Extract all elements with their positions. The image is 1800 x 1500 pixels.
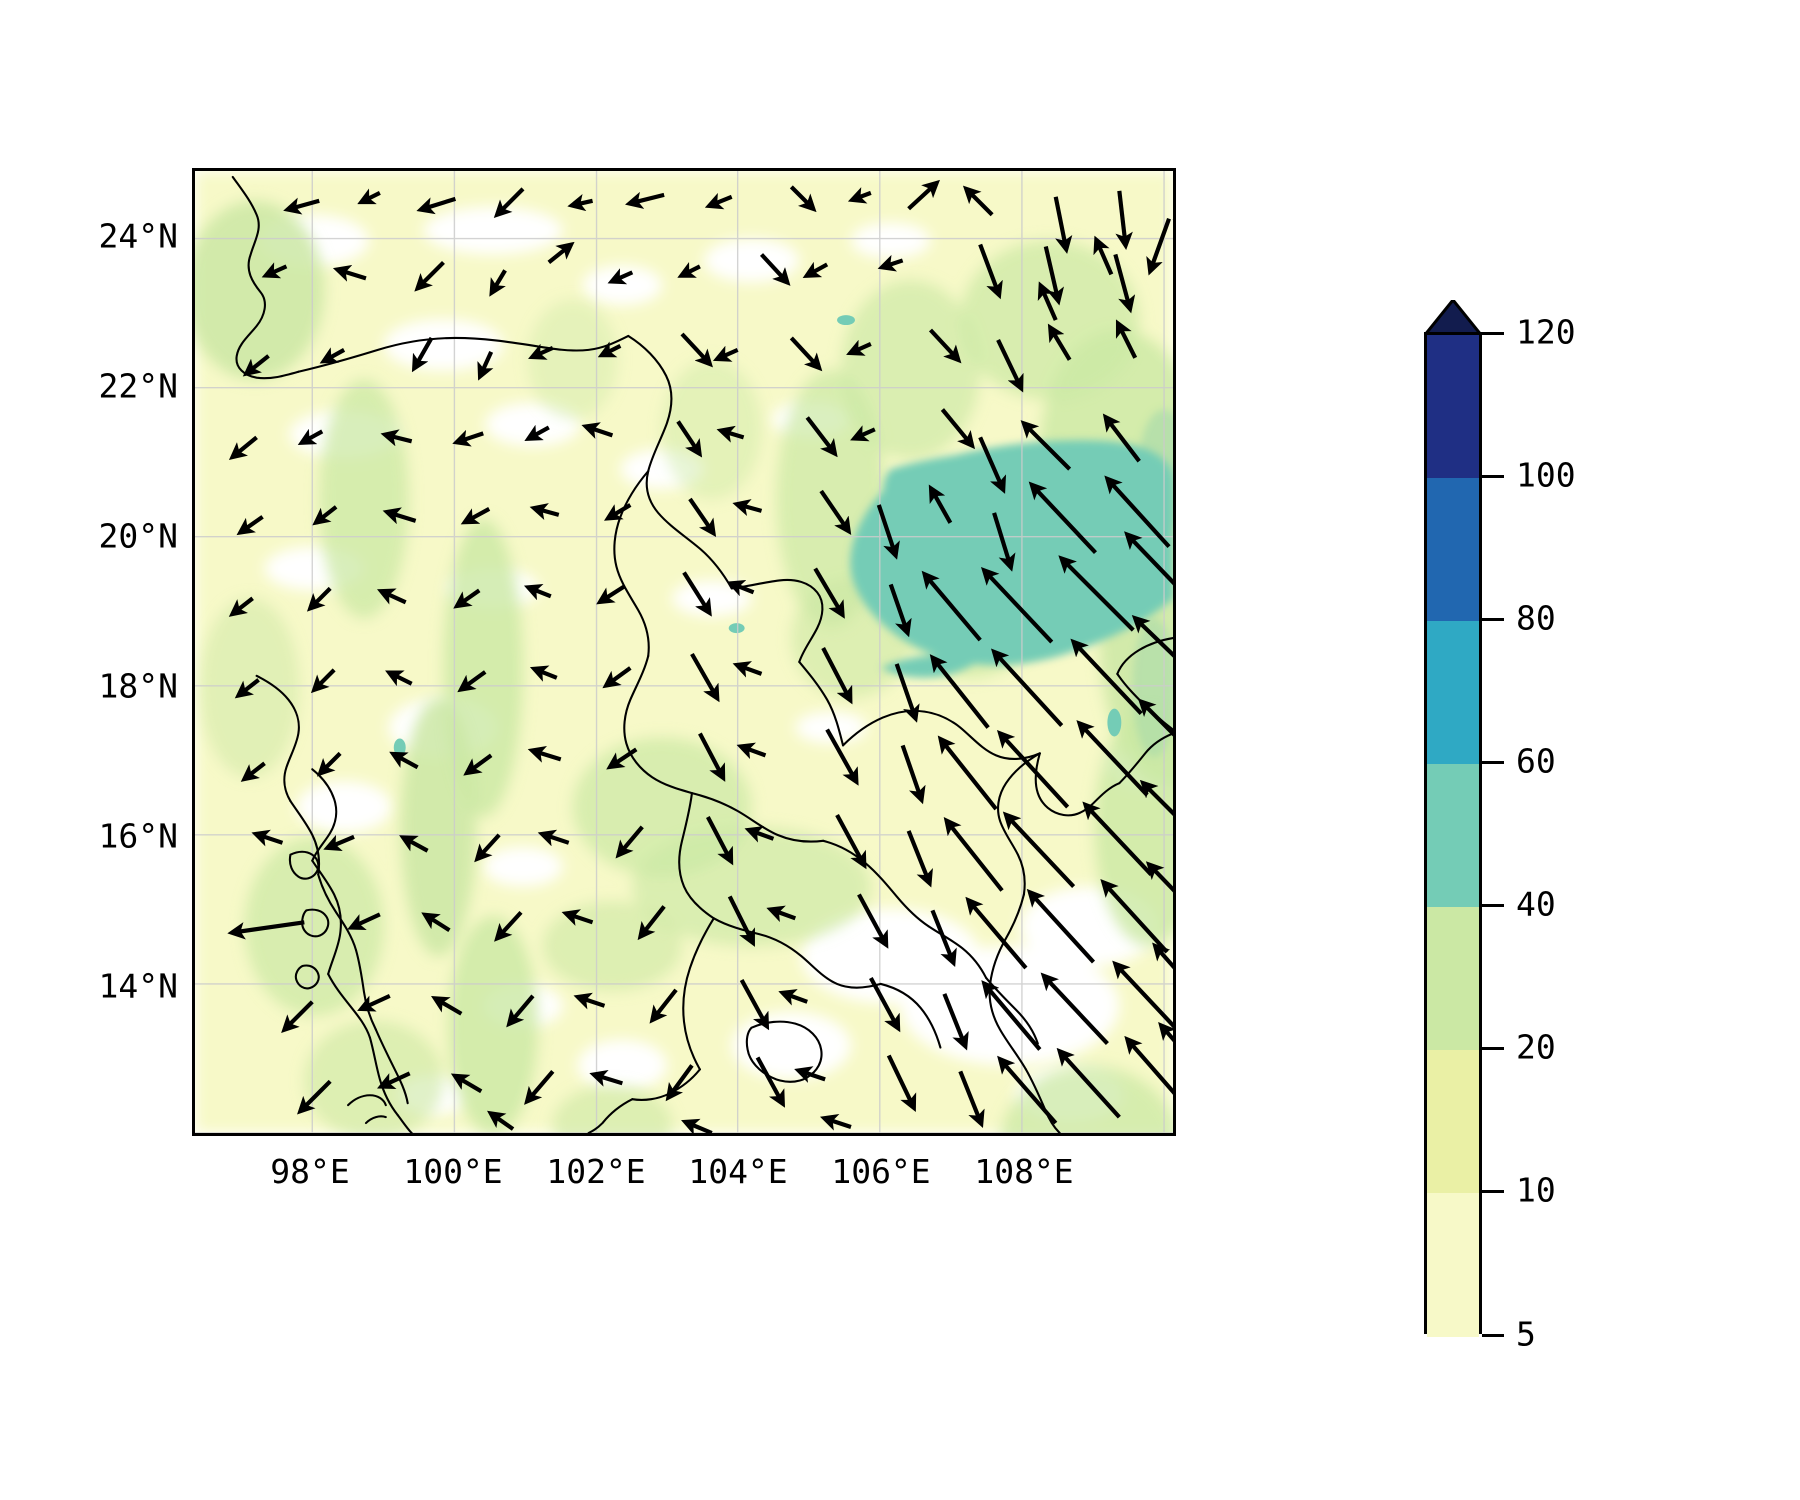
xtick-label: 98°E	[270, 1152, 350, 1191]
wind-speed-colorbar[interactable]: 120 100 80 60 40 20 10 5	[1424, 150, 1784, 1400]
wind-speed-contour-field	[195, 171, 1173, 1133]
colorbar-tick-label: 60	[1516, 741, 1556, 781]
ytick-label: 18°N	[98, 666, 178, 706]
colorbar-tick-label: 80	[1516, 598, 1556, 638]
ytick-label: 22°N	[98, 366, 178, 406]
colorbar-tickmark	[1482, 618, 1504, 621]
ytick-label: 24°N	[98, 216, 178, 256]
x-axis-tick-labels: 98°E 100°E 102°E 104°E 106°E 108°E	[192, 1152, 1176, 1232]
xtick-label: 108°E	[974, 1152, 1074, 1191]
colorbar-tickmark	[1482, 332, 1504, 335]
xtick-label: 102°E	[546, 1152, 646, 1191]
colorbar-segment-40-60	[1427, 764, 1479, 907]
colorbar-tick-label: 10	[1516, 1170, 1556, 1210]
colorbar-segment-20-40	[1427, 907, 1479, 1050]
colorbar-segment-60-80	[1427, 621, 1479, 764]
ytick-label: 16°N	[98, 816, 178, 856]
colorbar-tickmark	[1482, 475, 1504, 478]
colorbar-tick-label: 100	[1516, 455, 1576, 495]
map-plot-area	[192, 168, 1176, 1136]
xtick-label: 100°E	[403, 1152, 503, 1191]
colorbar-extend-arrow-max	[1424, 300, 1482, 336]
ytick-label: 20°N	[98, 516, 178, 556]
xtick-label: 106°E	[831, 1152, 931, 1191]
colorbar-tick-label: 120	[1516, 312, 1576, 352]
colorbar-segment-80-100	[1427, 478, 1479, 621]
colorbar-tickmark	[1482, 761, 1504, 764]
colorbar-gradient	[1424, 332, 1482, 1337]
colorbar-tickmark	[1482, 904, 1504, 907]
xtick-label: 104°E	[688, 1152, 788, 1191]
ytick-label: 14°N	[98, 966, 178, 1006]
colorbar-tickmark	[1482, 1334, 1504, 1337]
colorbar-segment-10-20	[1427, 1050, 1479, 1193]
colorbar-segment-5-10	[1427, 1193, 1479, 1337]
colorbar-segment-100-120	[1427, 335, 1479, 478]
colorbar-tick-label: 20	[1516, 1027, 1556, 1067]
colorbar-tick-label: 40	[1516, 884, 1556, 924]
y-axis-tick-labels: 24°N 22°N 20°N 18°N 16°N 14°N	[0, 168, 178, 1136]
colorbar-tick-label: 5	[1516, 1314, 1536, 1354]
colorbar-tickmark	[1482, 1190, 1504, 1193]
colorbar-tickmark	[1482, 1047, 1504, 1050]
